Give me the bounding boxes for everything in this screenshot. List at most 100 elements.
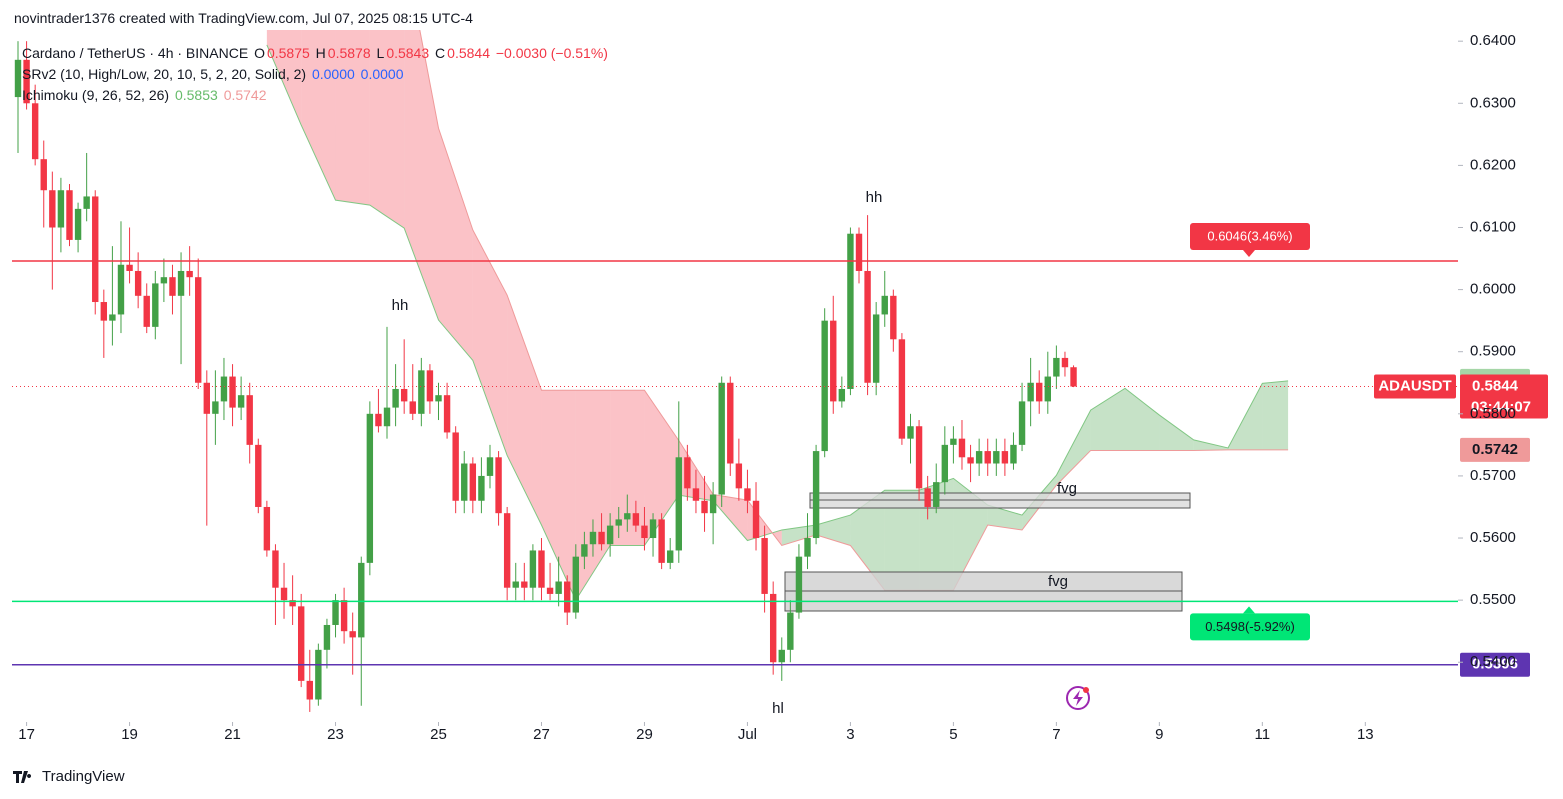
candle-body [100, 302, 108, 321]
symbol: Cardano / TetherUS · 4h · BINANCE [22, 45, 249, 61]
candle-body [701, 500, 708, 514]
candle-body [306, 680, 313, 700]
candle-body [83, 196, 90, 209]
ticker-badge [1374, 374, 1456, 399]
cloud-fill [644, 390, 679, 546]
cloud-fill [1125, 388, 1160, 451]
x-tick-label: 17 [18, 726, 35, 743]
y-tick-label: 0.6100 [1470, 218, 1516, 235]
candle-body [418, 370, 425, 414]
candle-body [881, 295, 888, 315]
candle-body [195, 277, 202, 383]
brand: TradingView [42, 768, 125, 785]
axis-badge-label: 0.5742 [1472, 441, 1518, 458]
candle-body [237, 395, 245, 408]
y-tick-label: 0.5900 [1470, 343, 1516, 360]
candle-body [212, 401, 219, 414]
candle-body [692, 488, 700, 501]
candle-body [538, 550, 545, 588]
y-tick-label: 0.6200 [1470, 156, 1516, 173]
ticker: ADAUSDT [1378, 377, 1451, 394]
candle-body [469, 463, 477, 501]
cloud-fill [884, 490, 920, 591]
level-label: 0.6046(3.46%) [1207, 228, 1292, 243]
candle-body [126, 264, 133, 271]
candle-body [57, 190, 65, 228]
candle-body [486, 457, 494, 476]
candle-body [761, 538, 768, 594]
indicator-value: 0.5742 [223, 87, 267, 103]
candle-body [340, 600, 348, 632]
cloud-fill [781, 524, 817, 546]
cloud-fill [850, 490, 885, 591]
candle-body [349, 631, 356, 638]
candle-body [778, 649, 785, 663]
cloud-fill [1159, 415, 1194, 451]
x-tick-label: 19 [121, 726, 138, 743]
candle-body [220, 376, 228, 402]
candle-body [435, 395, 442, 402]
cloud-fill [404, 30, 439, 321]
candle-body [598, 531, 605, 545]
ohlc-value: 0.5843 [386, 45, 430, 61]
candle-body [641, 525, 648, 539]
candle-body [924, 488, 931, 507]
candle-body [400, 388, 408, 402]
candle-body [984, 451, 991, 464]
x-tick-label: 9 [1155, 726, 1163, 743]
candle-body [1053, 357, 1060, 377]
ichimoku-cloud [266, 30, 1289, 602]
legend-row: SRv2 (10, High/Low, 20, 10, 5, 2, 20, So… [22, 66, 406, 82]
candle-body [452, 432, 459, 501]
candle-body [555, 581, 562, 594]
candle-body [993, 451, 1000, 464]
candle-body [169, 277, 176, 296]
candle-body [1036, 382, 1043, 402]
candle-body [409, 401, 416, 414]
y-tick-label: 0.6400 [1470, 32, 1516, 49]
axis-badge [1460, 437, 1530, 462]
annotation: hl [772, 700, 784, 717]
candle-body [529, 550, 537, 588]
level-pointer [1243, 606, 1255, 614]
candle-body [1010, 444, 1017, 464]
candle-body [461, 463, 468, 501]
candle-body [872, 314, 880, 383]
candle-body [392, 388, 399, 408]
candle-body [14, 59, 22, 98]
cloud-fill [266, 30, 302, 126]
candle-body [890, 295, 897, 340]
y-tick-label: 0.5500 [1470, 591, 1516, 608]
candle-body [74, 208, 82, 240]
indicator-label: SRv2 (10, High/Low, 20, 10, 5, 2, 20, So… [22, 66, 307, 82]
credit: novintrader1376 created with TradingView… [14, 10, 473, 26]
annotation: fvg [1057, 480, 1077, 497]
candle-body [624, 513, 631, 520]
candle-body [177, 270, 185, 296]
candle-body [855, 233, 863, 271]
cloud-edge [419, 30, 1289, 591]
candle-body [255, 444, 262, 507]
candle-body [898, 339, 906, 439]
x-tick-label: 23 [327, 726, 344, 743]
axis-badge [1460, 652, 1530, 677]
candle-body [727, 382, 734, 464]
x-tick-label: 11 [1255, 726, 1271, 743]
cloud-fill [369, 30, 405, 229]
candle-body [709, 494, 717, 514]
candle-body [1001, 451, 1009, 464]
candle-body [1018, 401, 1026, 445]
ohlc-value: 0.5844 [447, 45, 490, 61]
candle-body [23, 59, 30, 104]
cloud-fill [713, 494, 748, 541]
candle-body [229, 376, 236, 408]
candle-body [821, 320, 828, 452]
x-tick-label: 7 [1052, 726, 1060, 743]
candle-body [272, 550, 279, 588]
candle-body [581, 544, 588, 557]
last-price: 0.5844 [1472, 377, 1519, 394]
candle-body [152, 283, 159, 327]
cloud-fill [541, 390, 576, 601]
